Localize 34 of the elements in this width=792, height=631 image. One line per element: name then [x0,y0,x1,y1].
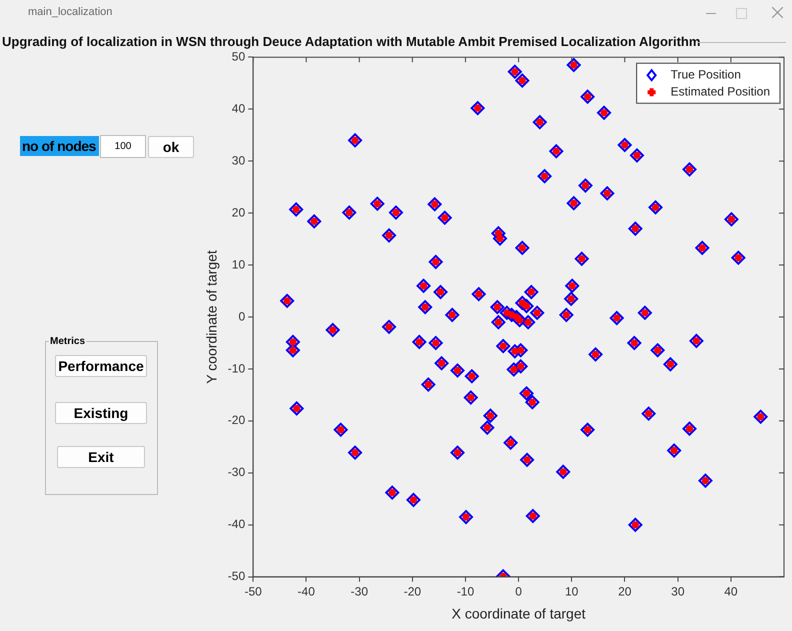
y-tick-label: -10 [228,361,246,376]
x-tick-label: -40 [298,584,316,598]
x-tick-label: -50 [244,584,262,598]
y-tick-label: 30 [232,153,246,168]
text: 100 [100,135,146,158]
x-axis-title: X coordinate of target [452,605,586,622]
y-tick-label: -40 [228,517,246,532]
legend-label: Estimated Position [670,84,770,99]
y-tick-label: 10 [232,257,246,272]
x-tick-label: 40 [724,584,738,598]
y-tick-label: 50 [232,50,246,64]
x-tick-label: -10 [456,584,474,598]
y-tick-label: 20 [232,205,246,220]
text: main_localization [28,6,112,18]
text: Performance [55,355,147,377]
y-tick-label: 0 [238,309,246,324]
y-tick-label: -50 [228,569,246,584]
text: ok [148,136,194,158]
text: Exit [57,446,145,468]
x-tick-label: 10 [564,584,579,598]
x-tick-label: 30 [671,584,685,598]
text: Existing [55,402,147,424]
y-tick-label: 40 [232,101,246,116]
chart-title: Upgrading of localization in WSN through Deuce Adaptation with Mutable Ambit Premised Localization Algorithm [2,34,700,49]
y-tick-label: -20 [228,413,246,428]
text: no of nodes [20,136,99,156]
text: Metrics [49,336,86,347]
x-tick-label: 0 [515,584,522,598]
y-tick-label: -30 [228,465,246,480]
x-tick-label: -30 [350,584,368,598]
x-tick-label: -20 [404,584,422,598]
x-tick-label: 20 [618,584,632,598]
legend-label: True Position [670,68,741,82]
y-axis-title: Y coordinate of target [203,250,220,384]
